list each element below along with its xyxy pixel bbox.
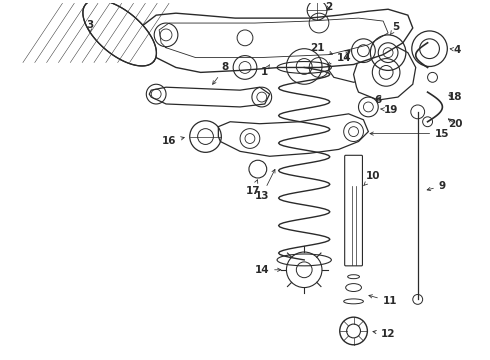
Polygon shape: [142, 9, 413, 72]
Text: 20: 20: [448, 119, 463, 129]
Text: 8: 8: [213, 63, 229, 84]
Text: 21: 21: [310, 43, 332, 54]
Text: 12: 12: [373, 329, 395, 339]
Text: 6: 6: [375, 95, 382, 105]
Text: 10: 10: [364, 171, 381, 186]
Polygon shape: [83, 0, 156, 66]
Polygon shape: [149, 87, 270, 107]
Polygon shape: [329, 55, 376, 82]
Text: 4: 4: [450, 45, 461, 55]
Text: 15: 15: [370, 129, 450, 139]
Polygon shape: [219, 114, 368, 156]
Text: 1: 1: [261, 64, 270, 77]
Text: 11: 11: [369, 295, 397, 306]
Text: 7: 7: [343, 50, 350, 60]
Text: 17: 17: [245, 180, 260, 196]
FancyBboxPatch shape: [344, 155, 363, 266]
Text: 9: 9: [427, 181, 446, 191]
Text: 14: 14: [254, 265, 281, 275]
Text: 3: 3: [86, 20, 94, 33]
Polygon shape: [354, 45, 416, 100]
Text: 5: 5: [390, 22, 400, 35]
Text: 19: 19: [381, 105, 398, 115]
Text: 2: 2: [325, 2, 333, 12]
Text: 13: 13: [254, 170, 275, 201]
Text: 18: 18: [448, 92, 463, 102]
Text: 14: 14: [327, 53, 351, 65]
Text: 16: 16: [162, 136, 184, 147]
